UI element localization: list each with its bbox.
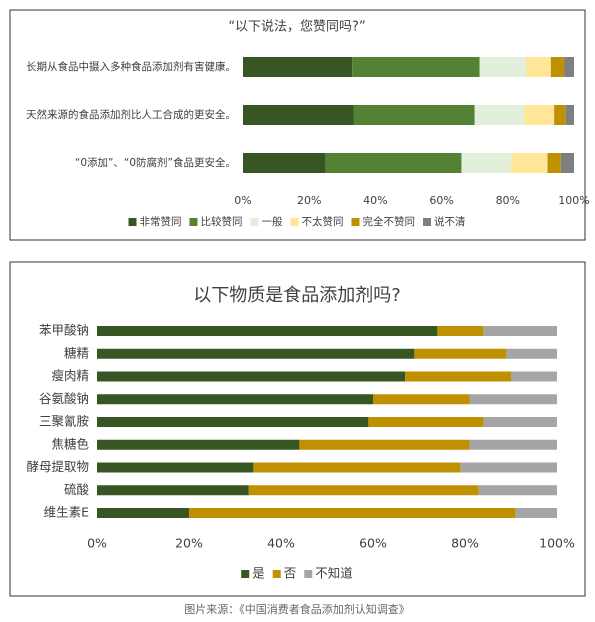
category-label: 谷氨酸钠 (39, 391, 89, 406)
bar-segment (97, 462, 254, 473)
bar-segment (373, 394, 470, 405)
bar-segment (97, 508, 189, 518)
x-tick-label: 100% (539, 536, 575, 551)
legend-label: 非常赞同 (140, 215, 182, 228)
legend-swatch (423, 218, 431, 226)
legend-label: 不太赞同 (302, 215, 344, 228)
x-tick-label: 60% (429, 194, 453, 207)
x-tick-label: 20% (175, 536, 203, 551)
bar-segment (405, 371, 511, 382)
bar-segment (515, 508, 557, 518)
bar-segment (97, 326, 438, 336)
caption: 图片来源：《中国消费者食品添加剂认知调查》 (184, 602, 410, 616)
chart-title: 以下物质是食品添加剂吗? (193, 285, 401, 306)
bar-segment (511, 371, 557, 382)
bar-segment (506, 348, 557, 359)
bar-segment (469, 439, 557, 450)
category-label: 长期从食品中摄入多种食品添加剂有害健康。 (26, 60, 236, 73)
legend-swatch (290, 218, 299, 226)
bar-segment (479, 57, 527, 77)
category-label: 酵母提取物 (26, 459, 89, 474)
bar-segment (560, 153, 574, 173)
legend-swatch (250, 218, 259, 226)
legend-label: 完全不赞同 (363, 215, 416, 228)
x-tick-label: 40% (267, 536, 295, 551)
bar-segment (524, 105, 555, 125)
bar-segment (564, 57, 574, 77)
bar-segment (554, 105, 566, 125)
chart-frame (9, 9, 586, 241)
bar-segment (97, 348, 415, 359)
x-tick-label: 100% (558, 194, 589, 207)
legend-swatch (272, 570, 281, 578)
legend-swatch (189, 218, 198, 226)
legend-label: 说不清 (434, 215, 466, 228)
bar-segment (478, 485, 557, 496)
bar-segment (547, 153, 561, 173)
bar-segment (97, 371, 406, 382)
bar-segment (565, 105, 574, 125)
bar-segment (460, 462, 557, 473)
bar-segment (461, 153, 512, 173)
bar-segment (352, 57, 480, 77)
category-label: 瘦肉精 (51, 368, 89, 383)
bar-segment (414, 348, 507, 359)
bar-segment (483, 326, 557, 336)
bar-segment (299, 439, 470, 450)
bar-segment (97, 485, 249, 496)
legend-swatch (304, 570, 313, 578)
x-tick-label: 80% (496, 194, 520, 207)
legend-label: 否 (284, 566, 297, 581)
bar-segment (189, 508, 516, 518)
x-tick-label: 80% (451, 536, 479, 551)
chart-title: “以下说法，您赞同吗?” (228, 19, 365, 35)
legend: 是 否 不知道 (241, 566, 353, 581)
legend-swatch (351, 218, 360, 226)
bar-segment (437, 326, 484, 336)
bar-segment (526, 57, 551, 77)
bar-segment (97, 417, 369, 427)
bar-segment (483, 417, 557, 427)
x-tick-label: 20% (297, 194, 321, 207)
legend-label: 一般 (262, 215, 283, 228)
bar-segment (325, 153, 462, 173)
bar-segment (353, 105, 475, 125)
legend-swatch (241, 570, 250, 578)
category-label: 焦糖色 (51, 436, 89, 451)
chart-frame (9, 261, 586, 597)
legend-swatch (128, 218, 137, 226)
bar-segment (253, 462, 461, 473)
legend: 非常赞同 比较赞同 一般 不太赞同 完全不赞同 说不清 (128, 215, 466, 228)
category-label: “0添加”、“0防腐剂”食品更安全。 (75, 156, 236, 169)
category-label: 硫酸 (64, 482, 90, 497)
legend-label: 不知道 (315, 566, 353, 581)
bar-segment (243, 105, 354, 125)
bar-segment (469, 394, 557, 405)
bar-segment (368, 417, 484, 427)
x-tick-label: 0% (234, 194, 251, 207)
bar-segment (474, 105, 525, 125)
category-label: 天然来源的食品添加剂比人工合成的更安全。 (26, 108, 236, 121)
category-label: 三聚氰胺 (39, 414, 89, 429)
category-label: 糖精 (64, 345, 89, 360)
bar-segment (243, 57, 353, 77)
bar-segment (248, 485, 479, 496)
category-label: 维生素E (44, 505, 90, 520)
x-tick-label: 60% (359, 536, 387, 551)
legend-label: 比较赞同 (201, 215, 243, 228)
bar-segment (243, 153, 326, 173)
x-tick-label: 0% (87, 536, 107, 551)
bar-segment (97, 439, 300, 450)
x-tick-label: 40% (363, 194, 387, 207)
bar-segment (550, 57, 565, 77)
bar-segment (511, 153, 548, 173)
legend-label: 是 (252, 566, 265, 581)
category-label: 苯甲酸钠 (39, 323, 89, 338)
bar-segment (97, 394, 373, 405)
